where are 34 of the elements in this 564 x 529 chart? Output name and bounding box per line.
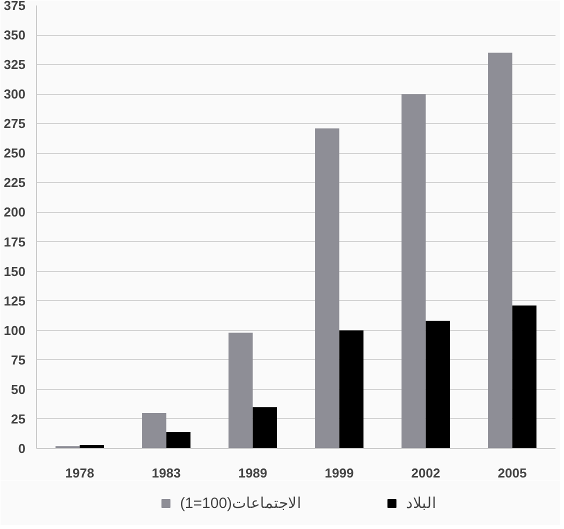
x-tick-label: 1983 bbox=[152, 466, 181, 480]
y-tick-label: 375 bbox=[4, 0, 26, 13]
y-tick-label: 75 bbox=[11, 352, 26, 368]
y-tick-label: 150 bbox=[4, 264, 26, 279]
y-tick-label: 25 bbox=[11, 411, 26, 426]
bar bbox=[488, 52, 512, 448]
bar bbox=[315, 128, 340, 448]
y-tick-label: 50 bbox=[11, 382, 26, 397]
x-tick-label: 1978 bbox=[65, 466, 94, 480]
bar bbox=[142, 413, 166, 448]
y-tick-label: 125 bbox=[4, 293, 26, 308]
bar bbox=[228, 332, 253, 448]
x-tick-label: 2002 bbox=[411, 466, 440, 480]
y-tick-label: 300 bbox=[4, 86, 26, 102]
legend-label: البلاد bbox=[406, 494, 436, 512]
y-tick-label: 250 bbox=[4, 146, 26, 161]
bar bbox=[426, 320, 450, 448]
y-tick-label: 350 bbox=[4, 28, 26, 43]
y-tick-label: 0 bbox=[18, 441, 26, 456]
y-tick-label: 175 bbox=[4, 234, 26, 250]
bar bbox=[402, 94, 426, 448]
bar bbox=[512, 306, 536, 448]
legend-label: (1=100)الاجتماعات bbox=[180, 494, 302, 512]
y-tick-label: 225 bbox=[4, 175, 26, 190]
y-tick-label: 100 bbox=[4, 322, 26, 338]
y-tick-label: 275 bbox=[4, 116, 26, 132]
x-tick-label: 1989 bbox=[238, 466, 268, 480]
y-tick-label: 325 bbox=[4, 57, 26, 72]
bar bbox=[166, 432, 190, 448]
bar bbox=[339, 330, 364, 448]
y-tick-label: 200 bbox=[4, 204, 26, 220]
x-tick-label: 1999 bbox=[324, 466, 354, 480]
x-tick-label: 2005 bbox=[498, 466, 527, 480]
bar bbox=[252, 407, 277, 448]
